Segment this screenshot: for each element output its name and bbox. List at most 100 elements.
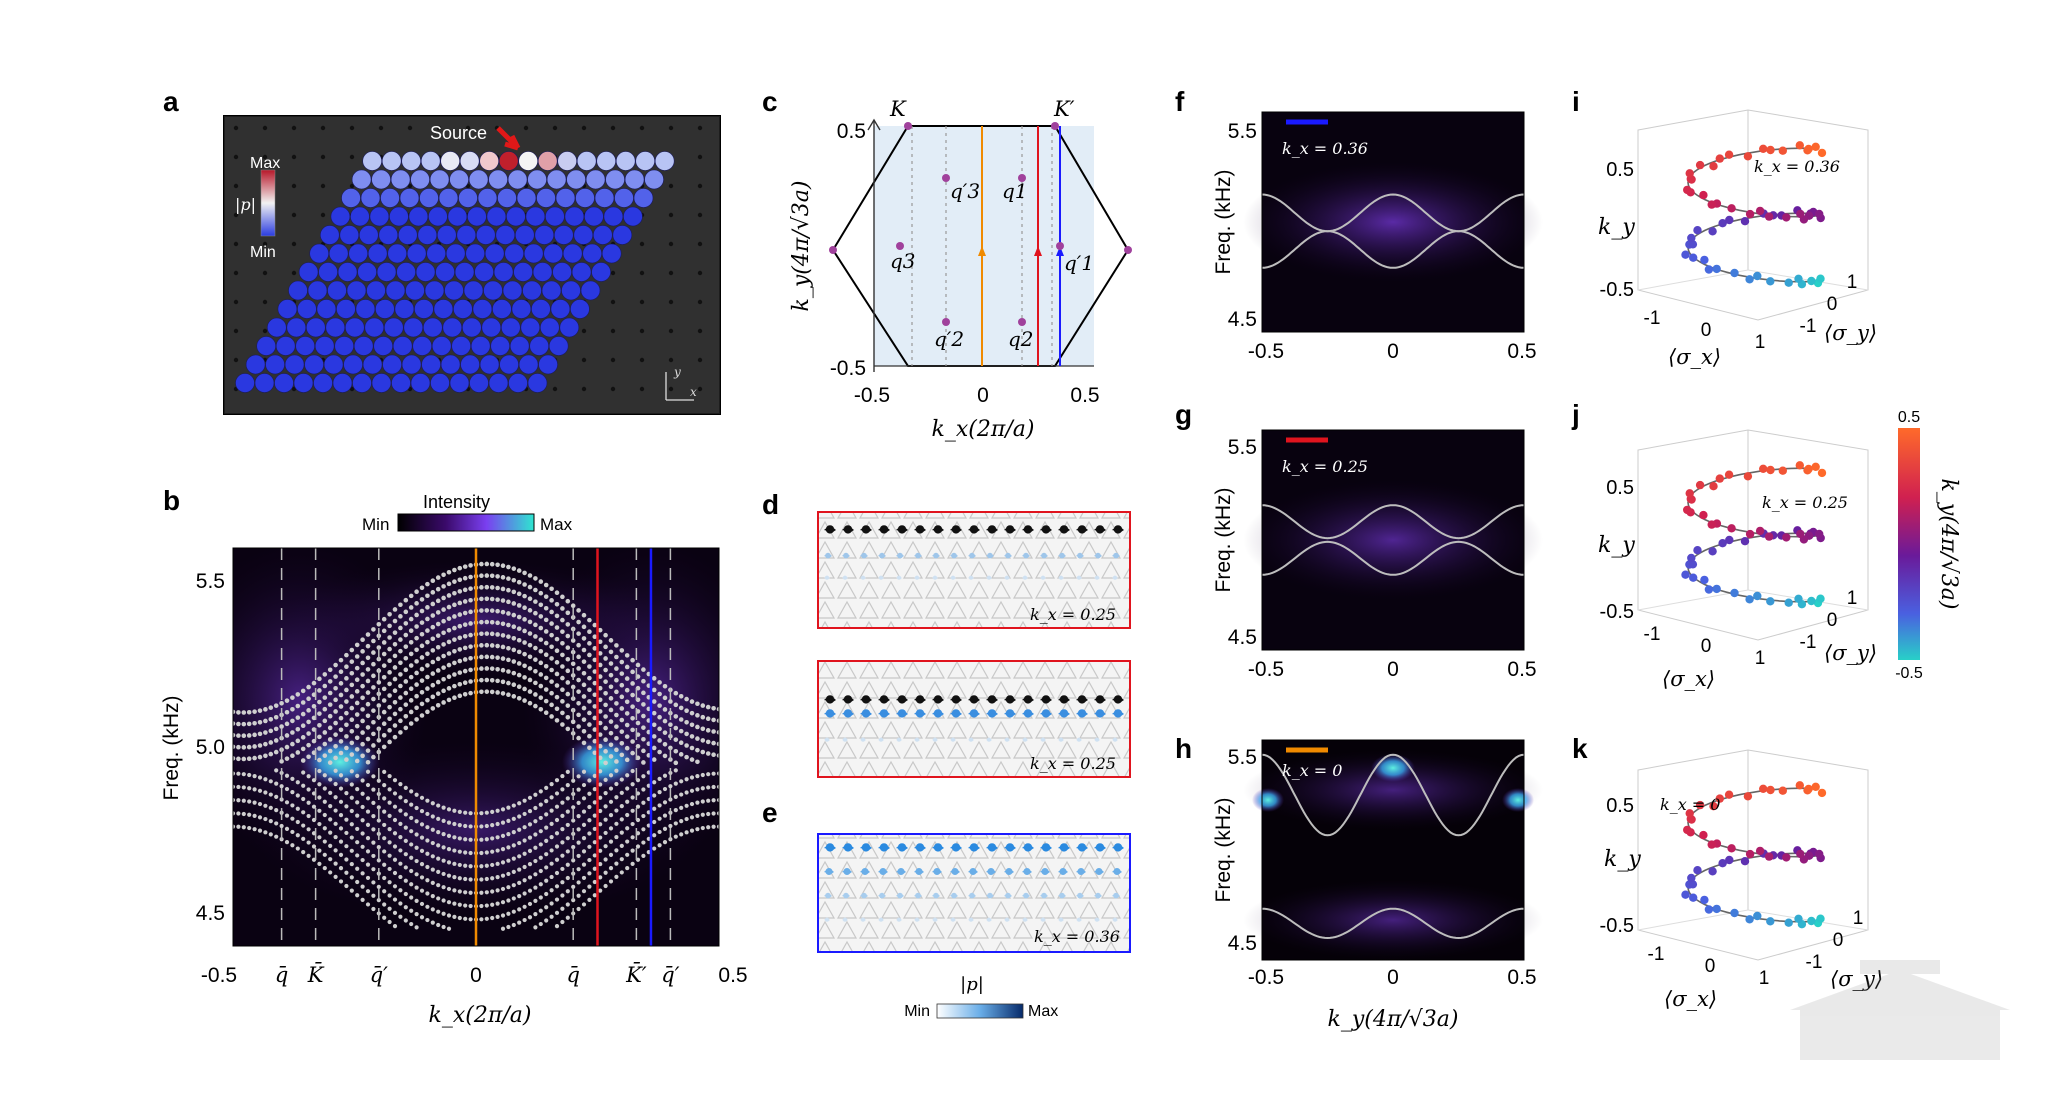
- helix-point: [1688, 880, 1698, 889]
- band-dot: [581, 862, 587, 867]
- band-dot: [463, 863, 468, 868]
- band-dot: [398, 602, 403, 608]
- band-dot: [716, 753, 719, 758]
- band-dot: [484, 810, 489, 815]
- band-dot: [333, 732, 338, 737]
- band-dot: [398, 835, 403, 840]
- band-dot: [355, 773, 360, 778]
- band-dot: [598, 875, 603, 880]
- helix-point: [1727, 524, 1736, 533]
- band-dot: [506, 871, 511, 877]
- band-dot: [581, 624, 587, 630]
- c-point-label: q1: [1002, 179, 1028, 203]
- band-dot: [403, 878, 408, 883]
- vortex-dot: [1059, 552, 1065, 559]
- band-dot: [284, 698, 290, 703]
- band-dot: [695, 736, 700, 741]
- band-dot: [441, 607, 446, 612]
- band-dot: [425, 686, 430, 691]
- screw-hole: [610, 270, 616, 276]
- lattice-disk: [508, 373, 528, 393]
- band-dot: [673, 690, 679, 696]
- band-dot: [560, 813, 565, 818]
- band-dot: [414, 872, 419, 877]
- lattice-disk: [582, 243, 603, 264]
- band-dot: [414, 682, 419, 687]
- band-dot: [236, 784, 241, 790]
- band-dot: [624, 722, 630, 728]
- band-dot: [479, 837, 484, 842]
- band-dot: [490, 849, 495, 854]
- band-dot: [592, 715, 598, 721]
- band-dot: [522, 904, 527, 909]
- helix-point: [1689, 573, 1698, 582]
- band-dot: [419, 835, 425, 840]
- band-dot: [360, 778, 365, 783]
- band-dot: [576, 800, 581, 805]
- band-dot: [301, 849, 306, 855]
- band-dot: [570, 719, 576, 725]
- band-dot: [392, 804, 398, 809]
- screw-hole: [697, 241, 703, 247]
- band-dot: [333, 781, 338, 787]
- lattice-disk: [548, 336, 569, 356]
- helix-point: [1693, 866, 1702, 875]
- band-dot: [290, 741, 295, 747]
- band-dot: [608, 799, 614, 804]
- band-dot: [241, 733, 247, 739]
- helix-point: [1804, 784, 1813, 794]
- band-dot: [506, 858, 511, 863]
- band-dot: [619, 671, 625, 676]
- c-point: [1018, 318, 1026, 326]
- band-dot: [257, 815, 263, 820]
- band-dot: [484, 850, 489, 855]
- band-dot: [657, 749, 662, 755]
- band-dot: [603, 817, 608, 822]
- band-dot: [538, 706, 544, 712]
- band-dot: [338, 727, 344, 733]
- helix-point: [1718, 219, 1727, 228]
- band-dot: [349, 782, 354, 787]
- vortex-dot: [1040, 917, 1046, 922]
- band-dot: [597, 720, 603, 726]
- i-xt1: -1: [1644, 308, 1661, 329]
- band-dot: [592, 800, 597, 805]
- vortex-dot: [987, 552, 993, 559]
- band-dot: [306, 787, 311, 792]
- band-dot: [414, 912, 419, 917]
- band-dot: [371, 661, 376, 667]
- lattice-disk: [367, 243, 388, 264]
- helix-point: [1695, 160, 1705, 170]
- band-dot: [414, 624, 419, 629]
- band-dot: [419, 689, 425, 695]
- band-dot: [614, 808, 619, 813]
- band-dot: [630, 739, 635, 744]
- band-dot: [716, 771, 719, 776]
- band-dot: [560, 594, 565, 600]
- vortex-dot: [897, 709, 907, 718]
- band-dot: [538, 683, 544, 689]
- band-dot: [581, 647, 587, 653]
- band-dot: [333, 743, 338, 749]
- band-dot: [614, 747, 619, 753]
- band-dot: [511, 922, 516, 928]
- helix-point: [1743, 472, 1753, 481]
- vortex-dot: [860, 575, 866, 580]
- band-dot: [349, 647, 355, 653]
- band-dot: [608, 754, 614, 759]
- band-dot: [381, 616, 387, 622]
- lattice-disk: [318, 262, 338, 282]
- vortex-dot: [932, 917, 938, 922]
- band-dot: [452, 861, 457, 866]
- band-dot: [306, 840, 311, 845]
- helix-point: [1755, 526, 1765, 536]
- band-dot: [544, 918, 549, 923]
- e-cb-min: Min: [904, 1003, 930, 1020]
- vortex-dot: [951, 843, 961, 852]
- vortex-dot: [1005, 525, 1015, 534]
- vortex-dot: [969, 868, 977, 875]
- band-dot: [608, 661, 614, 666]
- band-dot: [463, 890, 468, 895]
- band-dot: [387, 716, 392, 722]
- helix-point: [1753, 271, 1762, 281]
